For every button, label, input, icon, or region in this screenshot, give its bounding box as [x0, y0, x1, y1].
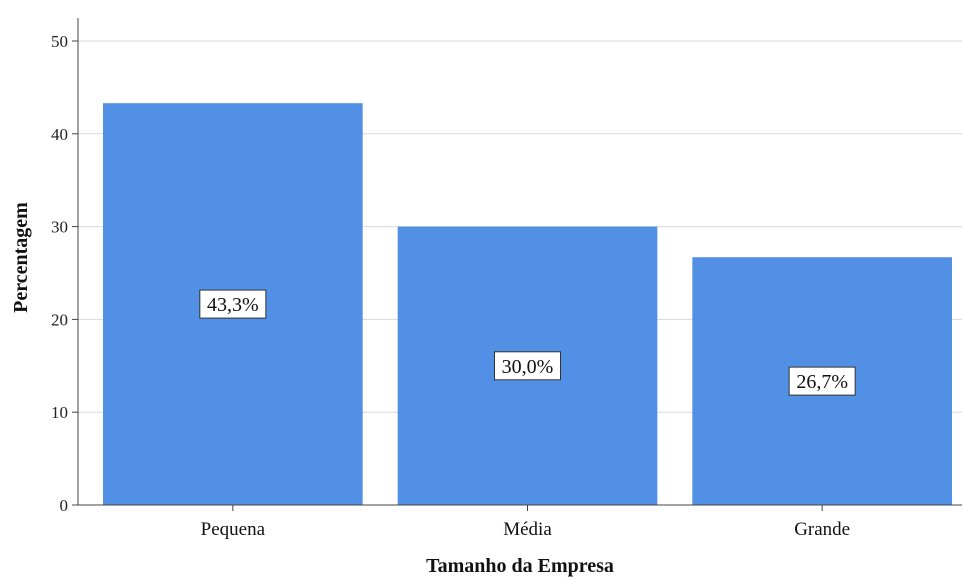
data-label: 26,7% [796, 371, 848, 393]
axes [77, 18, 962, 506]
y-tick-label: 40 [51, 125, 68, 144]
y-tick-label: 10 [51, 403, 68, 422]
data-label-box [788, 366, 856, 396]
x-tick-label: Pequena [201, 519, 266, 540]
data-label: 43,3% [207, 294, 259, 316]
data-label-box [199, 289, 267, 319]
data-labels: 43,3% 30,0% 26,7% [199, 289, 856, 396]
data-label: 30,0% [502, 356, 554, 378]
y-tick-label: 30 [51, 218, 68, 237]
data-label-box [494, 351, 561, 381]
x-axis-title: Tamanho da Empresa [426, 555, 614, 577]
x-tick-label: Média [503, 519, 552, 540]
y-tick-label: 0 [60, 496, 69, 515]
x-ticks: Pequena Média Grande [201, 505, 850, 540]
x-tick-label: Grande [794, 519, 850, 540]
y-ticks: 0 10 20 30 40 50 [51, 32, 78, 515]
y-tick-label: 50 [51, 32, 68, 51]
y-axis-title: Percentagem [10, 202, 32, 313]
y-tick-label: 20 [51, 310, 68, 329]
